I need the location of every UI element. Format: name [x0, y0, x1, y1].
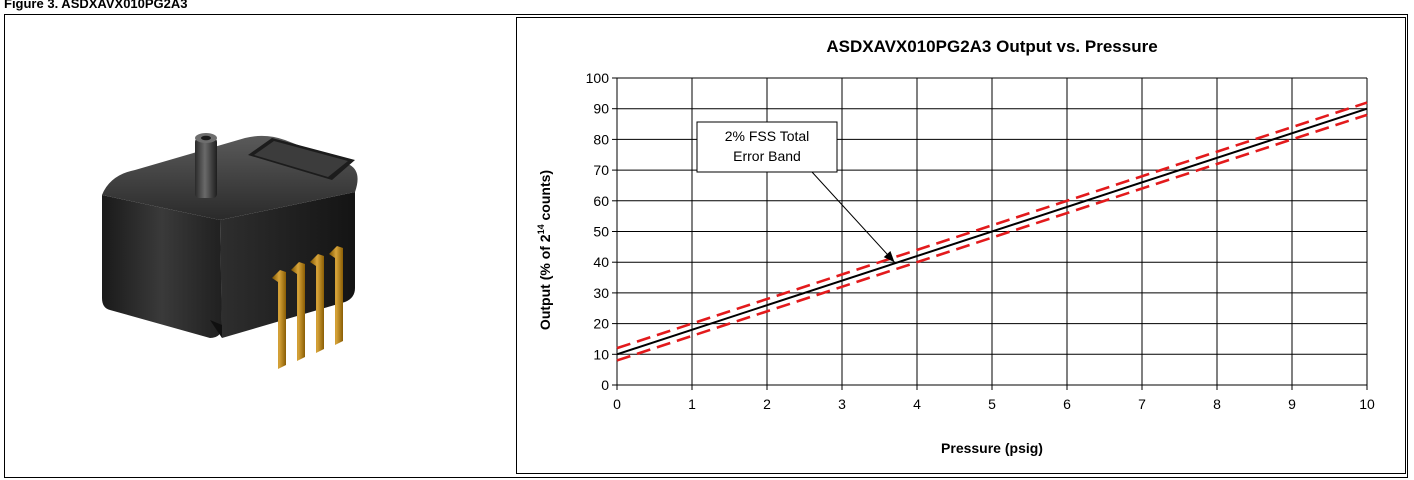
annotation-line-2: Error Band [733, 148, 801, 164]
error-band-lower-line [616, 113, 1368, 362]
y-tick-labels: 0 10 20 30 40 50 60 70 80 90 100 [586, 70, 610, 393]
y-tick-label: 10 [593, 346, 609, 362]
y-tick-label: 90 [593, 101, 609, 117]
y-axis-label-exponent: 14 [536, 224, 546, 234]
x-tick-label: 8 [1213, 396, 1221, 412]
x-tick-label: 6 [1063, 396, 1071, 412]
x-tick-label: 0 [613, 396, 621, 412]
x-tick-label: 1 [688, 396, 696, 412]
y-tick-label: 100 [586, 70, 610, 86]
output-line [616, 107, 1368, 356]
sensor-pins [272, 246, 343, 369]
pressure-sensor-image [102, 133, 358, 369]
x-tick-label: 2 [763, 396, 771, 412]
page-header: Figure 3. ASDXAVX010PG2A3 [4, 0, 188, 11]
y-tick-label: 30 [593, 285, 609, 301]
chart-panel: ASDXAVX010PG2A3 Output vs. Pressure 0 10 2… [516, 17, 1406, 474]
y-tick-label: 40 [593, 254, 609, 270]
annotation-arrowhead [883, 251, 895, 263]
x-axis-label: Pressure (psig) [941, 440, 1043, 456]
y-tick-label: 80 [593, 131, 609, 147]
y-tick-label: 70 [593, 162, 609, 178]
y-axis-label: Output (% of 214 counts) [536, 170, 553, 330]
y-tick-label: 0 [601, 377, 609, 393]
error-band-upper-line [616, 101, 1368, 350]
page-frame [4, 14, 1408, 478]
x-tick-label: 3 [838, 396, 846, 412]
x-tick-label: 9 [1288, 396, 1296, 412]
x-tick-label: 10 [1359, 396, 1375, 412]
x-tick-labels: 0 1 2 3 4 5 6 7 8 9 10 [613, 396, 1375, 412]
x-tick-label: 5 [988, 396, 996, 412]
error-band-annotation: 2% FSS Total Error Band [696, 121, 895, 263]
annotation-line-1: 2% FSS Total [725, 128, 810, 144]
x-tick-label: 4 [913, 396, 921, 412]
x-tick-label: 7 [1138, 396, 1146, 412]
chart-series [616, 101, 1368, 362]
y-tick-label: 60 [593, 193, 609, 209]
output-vs-pressure-chart: ASDXAVX010PG2A3 Output vs. Pressure 0102… [536, 37, 1375, 456]
chart-grid [612, 77, 1368, 390]
annotation-arrow [811, 171, 895, 263]
y-axis-label-main: Output (% of 2 [537, 234, 553, 330]
chart-title: ASDXAVX010PG2A3 Output vs. Pressure [826, 37, 1157, 56]
y-axis-label-unit: counts) [537, 170, 553, 224]
annotation-box [696, 121, 838, 173]
y-tick-label: 50 [593, 224, 609, 240]
sensor-photo-panel [10, 20, 510, 475]
y-tick-label: 20 [593, 316, 609, 332]
